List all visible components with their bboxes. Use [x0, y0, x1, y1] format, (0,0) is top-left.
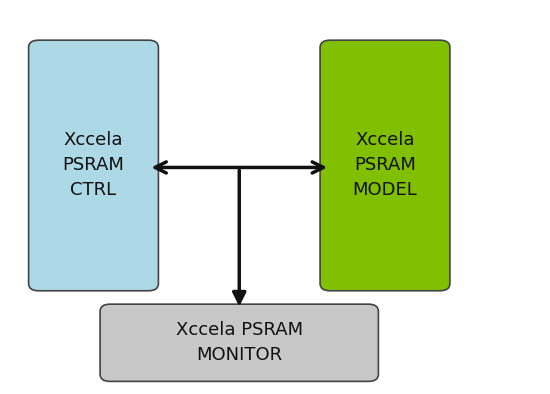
FancyBboxPatch shape [320, 40, 450, 291]
Text: Xccela PSRAM
MONITOR: Xccela PSRAM MONITOR [175, 321, 303, 364]
Text: Xccela
PSRAM
CTRL: Xccela PSRAM CTRL [63, 132, 124, 199]
Text: Xccela
PSRAM
MODEL: Xccela PSRAM MODEL [353, 132, 417, 199]
FancyBboxPatch shape [29, 40, 158, 291]
FancyBboxPatch shape [100, 304, 378, 381]
